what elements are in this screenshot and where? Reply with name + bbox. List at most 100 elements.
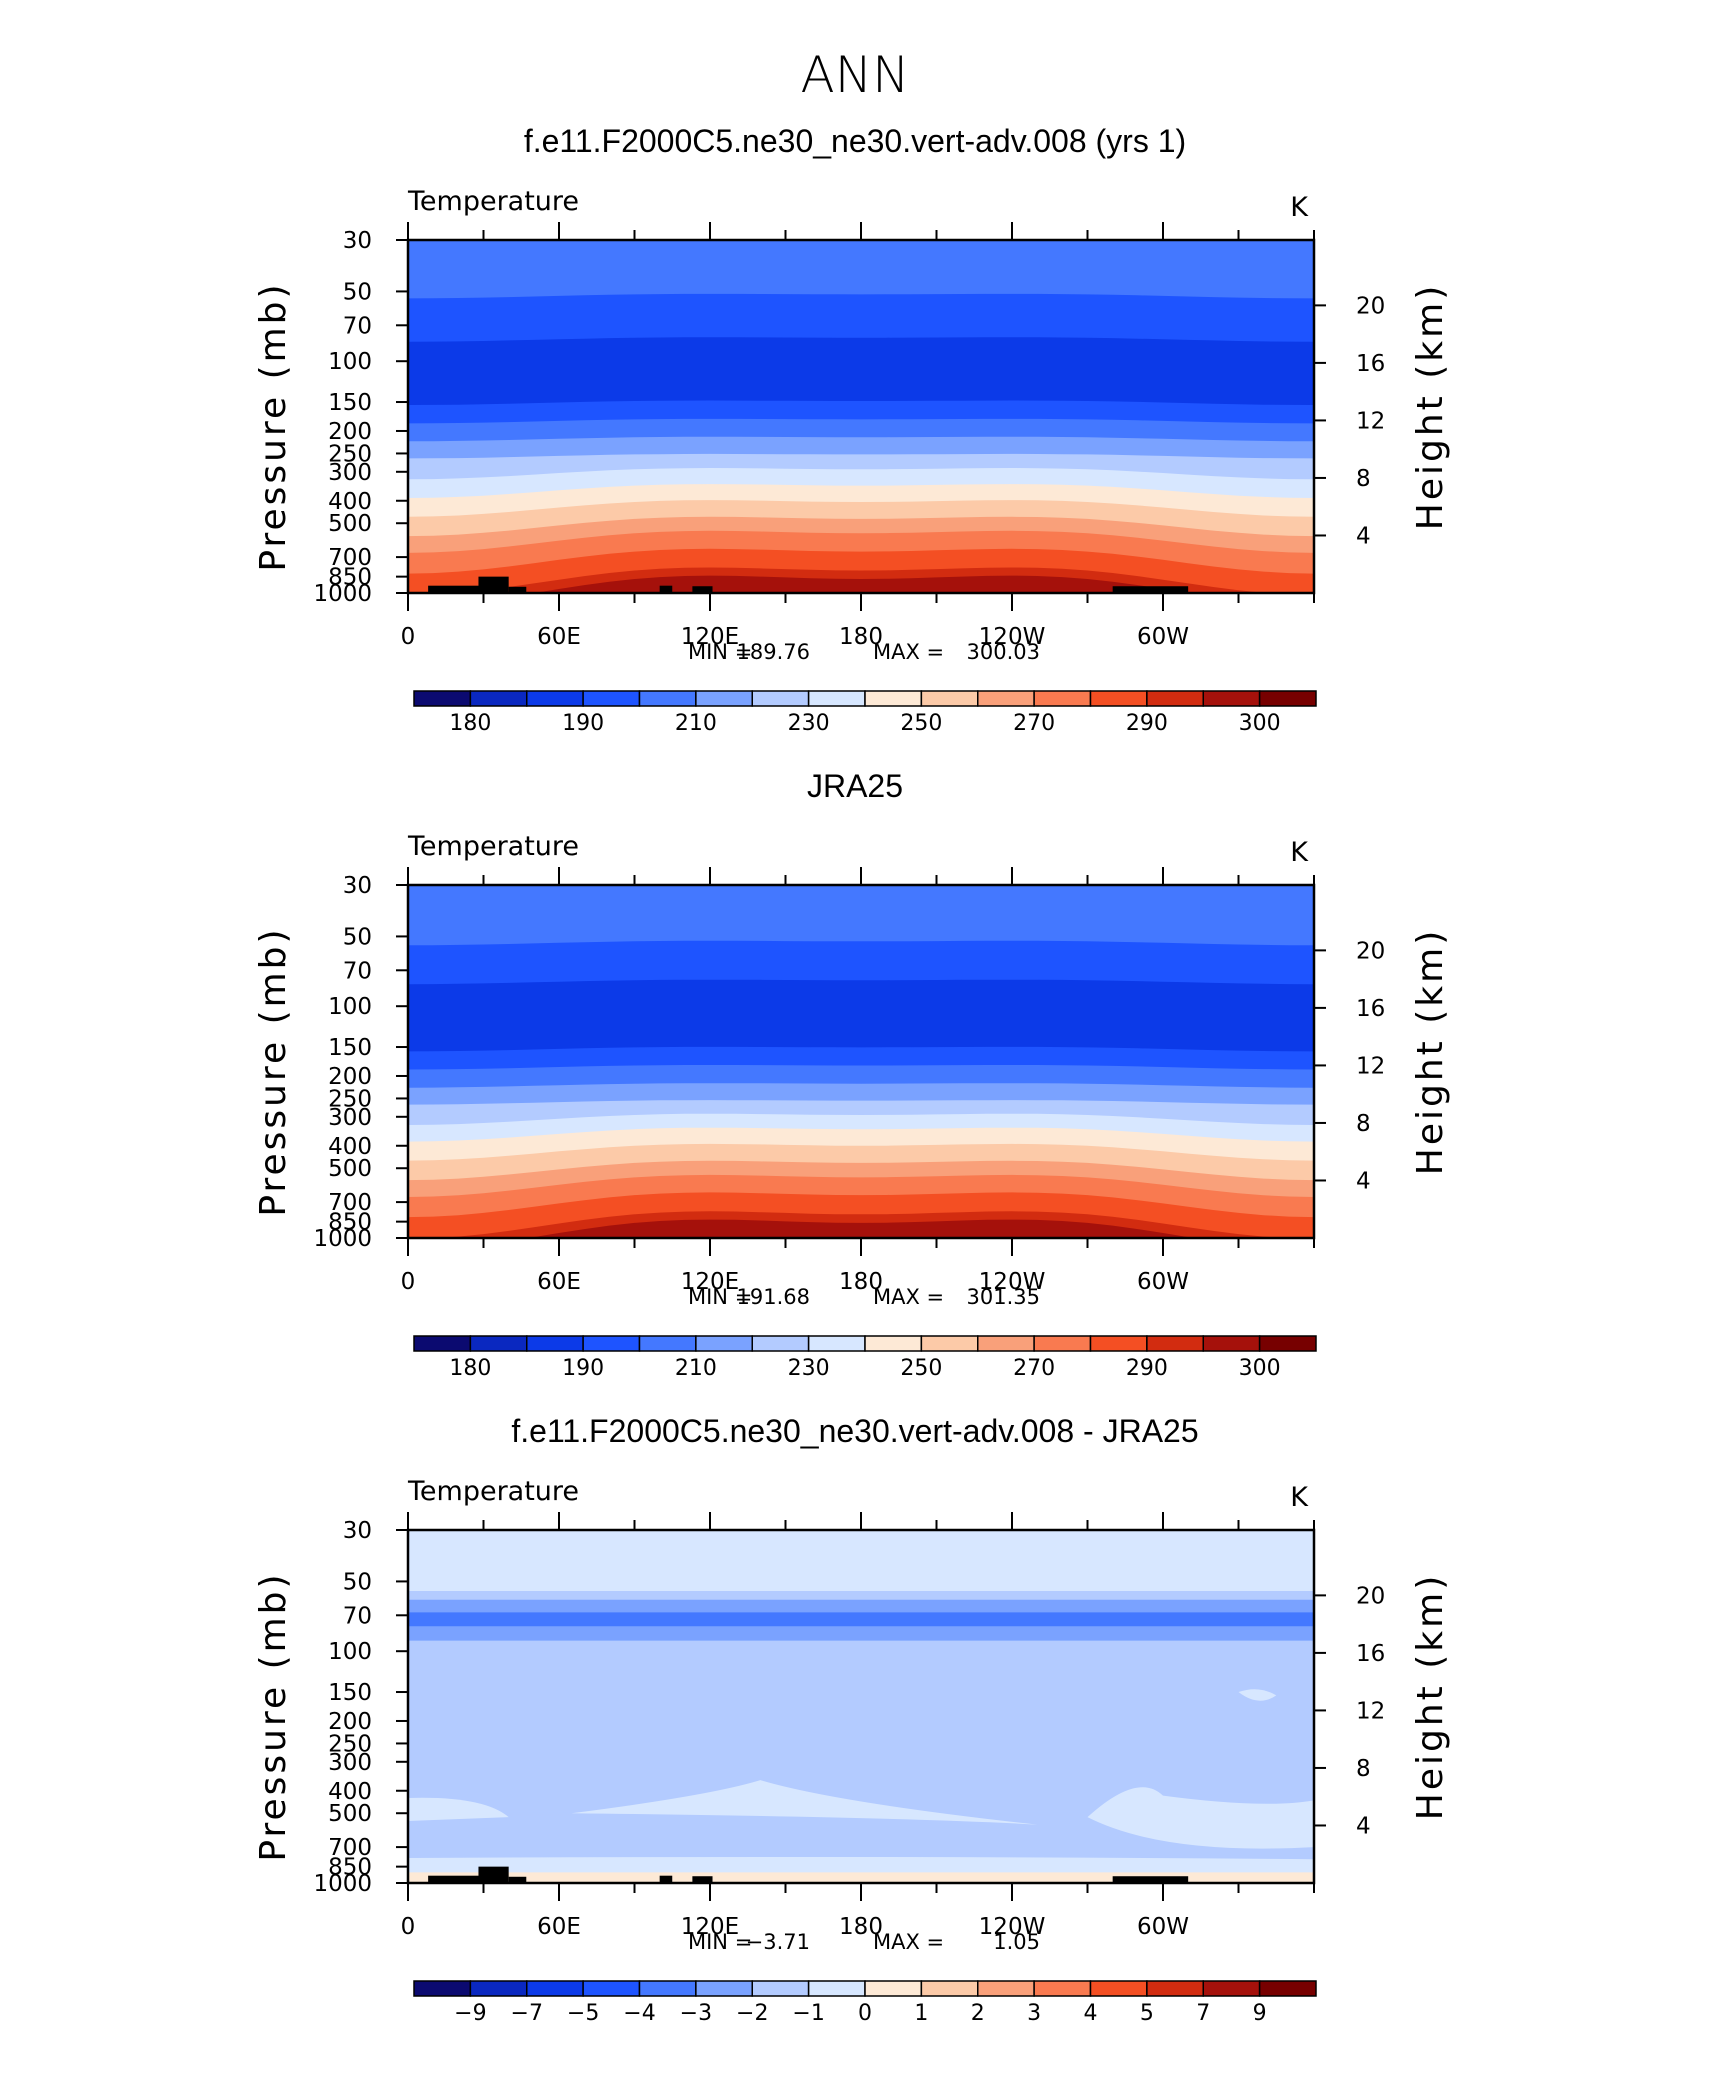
colorbar-box [978,691,1034,706]
colorbar-label: 0 [858,2001,872,2026]
panel-title: f.e11.F2000C5.ne30_ne30.vert-adv.008 (yr… [524,123,1186,159]
colorbar-box [527,1981,583,1996]
y-tick-label: 100 [328,1639,372,1665]
max-value: 1.05 [993,1930,1040,1954]
x-tick-label: 60E [537,1269,581,1295]
colorbar-label: 9 [1253,2001,1267,2026]
colorbar-label: −9 [454,2001,486,2026]
y2-axis-title: Height (km) [1410,283,1451,530]
colorbar-label: 190 [562,711,604,736]
y2-tick-label: 4 [1356,1813,1371,1839]
colorbar-label: 190 [562,1356,604,1381]
max-value: 300.03 [967,640,1040,664]
panel-title: JRA25 [807,768,903,804]
main-title: ANN [800,46,909,104]
colorbar-box [583,691,639,706]
colorbar-box [1147,1981,1203,1996]
y-tick-label: 150 [328,390,372,416]
colorbar-label: 230 [788,711,830,736]
y2-tick-label: 16 [1356,351,1385,377]
x-tick-label: 0 [401,1914,416,1940]
contour-band-upper-light [408,1530,1314,1591]
colorbar-label: 230 [788,1356,830,1381]
y2-tick-label: 8 [1356,1111,1371,1137]
y-tick-label: 100 [328,994,372,1020]
colorbar-box [1091,691,1147,706]
colorbar-label: −5 [567,2001,599,2026]
x-tick-label: 60E [537,1914,581,1940]
colorbar-box [1034,691,1090,706]
units-label: K [1290,1482,1309,1513]
colorbar-label: 250 [900,1356,942,1381]
colorbar: 180 190 210 230 250 270 290 300 [414,691,1316,736]
y-tick-label: 1000 [313,1871,372,1897]
colorbar-label: 290 [1126,1356,1168,1381]
y-tick-label: 30 [343,873,372,899]
contour-band-cold-core [408,1612,1314,1626]
colorbar-box [809,1336,865,1351]
y2-tick-label: 4 [1356,1168,1371,1194]
max-label: MAX = [873,1285,944,1309]
colorbar-box [470,1336,526,1351]
y-tick-label: 500 [328,1801,372,1827]
colorbar-box [640,1981,696,1996]
max-label: MAX = [873,1930,944,1954]
colorbar-label: −3 [680,2001,712,2026]
contour-field [408,1530,1314,1883]
colorbar-box [1260,1981,1316,1996]
colorbar-box [752,1336,808,1351]
colorbar-label: 210 [675,711,717,736]
y-tick-label: 50 [343,1569,372,1595]
x-tick-label: 0 [401,624,416,650]
panel-1: f.e11.F2000C5.ne30_ne30.vert-adv.008 (yr… [253,123,1451,736]
x-tick-label: 60W [1137,1269,1189,1295]
y2-tick-label: 12 [1356,1053,1385,1079]
colorbar-box [865,1336,921,1351]
colorbar: −9 −7 −5 −4 −3 −2 −1 0 1 2 3 4 5 7 9 [414,1981,1316,2026]
y2-tick-label: 16 [1356,996,1385,1022]
colorbar-box [1034,1336,1090,1351]
colorbar-box [1260,691,1316,706]
colorbar-box [527,691,583,706]
y2-tick-label: 12 [1356,408,1385,434]
y-tick-label: 100 [328,349,372,375]
colorbar-label: −2 [736,2001,768,2026]
colorbar: 180 190 210 230 250 270 290 300 [414,1336,1316,1381]
y-tick-label: 500 [328,1156,372,1182]
colorbar-box [752,1981,808,1996]
colorbar-box [470,1981,526,1996]
x-tick-label: 60W [1137,624,1189,650]
colorbar-box [921,691,977,706]
min-value: −3.71 [746,1930,810,1954]
colorbar-box [1203,1336,1259,1351]
topography-block [478,577,508,593]
contour-field [408,885,1314,1250]
colorbar-box [527,1336,583,1351]
colorbar-label: 3 [1027,2001,1041,2026]
max-label: MAX = [873,640,944,664]
y2-axis-title: Height (km) [1410,1573,1451,1820]
colorbar-label: 1 [914,2001,928,2026]
y-tick-label: 50 [343,279,372,305]
colorbar-box [1034,1981,1090,1996]
colorbar-box [414,1336,470,1351]
colorbar-box [414,691,470,706]
variable-label: Temperature [407,831,579,862]
colorbar-label: 210 [675,1356,717,1381]
min-label: MIN = [688,1930,752,1954]
y2-tick-label: 20 [1356,938,1385,964]
y2-tick-label: 8 [1356,466,1371,492]
units-label: K [1290,192,1309,223]
panel-title: f.e11.F2000C5.ne30_ne30.vert-adv.008 - J… [511,1413,1198,1449]
colorbar-box [865,691,921,706]
y2-tick-label: 12 [1356,1698,1385,1724]
x-tick-label: 60E [537,624,581,650]
colorbar-box [1147,691,1203,706]
colorbar-label: 180 [449,711,491,736]
colorbar-box [809,1981,865,1996]
contour-band-near-surface [408,1857,1314,1874]
y-axis-title: Pressure (mb) [253,1571,294,1861]
y-tick-label: 70 [343,1603,372,1629]
